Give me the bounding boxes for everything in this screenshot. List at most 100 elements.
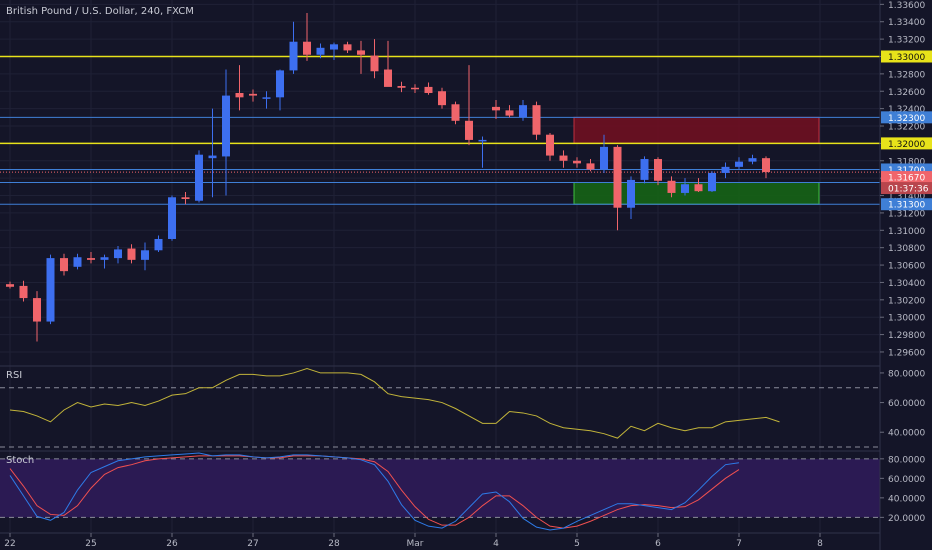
- candle[interactable]: [451, 101, 460, 125]
- candle-body: [451, 104, 460, 121]
- rsi-panel[interactable]: [0, 367, 880, 448]
- stoch-k-line[interactable]: [9, 452, 740, 531]
- candle[interactable]: [694, 178, 703, 193]
- candle[interactable]: [654, 157, 662, 186]
- price-tick-label: 1.32400: [888, 105, 925, 115]
- candle[interactable]: [546, 132, 554, 161]
- stoch-panel[interactable]: [0, 452, 880, 531]
- panel-dividers[interactable]: [0, 365, 932, 534]
- price-tick-label: 1.31200: [888, 209, 925, 219]
- red-zone[interactable]: [573, 116, 820, 144]
- candle-body: [262, 97, 271, 99]
- candle-body: [316, 47, 325, 55]
- candle[interactable]: [46, 254, 55, 325]
- candle[interactable]: [721, 162, 730, 179]
- candle[interactable]: [357, 40, 365, 74]
- candle[interactable]: [586, 159, 595, 172]
- candlestick-series[interactable]: [6, 13, 770, 342]
- candle[interactable]: [195, 150, 203, 203]
- candle[interactable]: [559, 150, 568, 168]
- time-axis[interactable]: 22 25 26 27 28 Mar 4 5 6 7 8: [4, 533, 823, 549]
- candle[interactable]: [384, 40, 392, 87]
- candle[interactable]: [532, 101, 541, 140]
- countdown-tag[interactable]: 01:37:36: [881, 182, 932, 195]
- price-tick-label: 1.33200: [888, 36, 925, 46]
- current-price-tag-bg: [881, 171, 932, 184]
- candle[interactable]: [762, 156, 770, 179]
- candle-body: [73, 257, 82, 267]
- level-tag[interactable]: 1.32000: [881, 137, 932, 150]
- candle-body: [627, 179, 635, 208]
- candle-body: [640, 159, 649, 180]
- level-tag[interactable]: 1.33000: [881, 50, 932, 63]
- candle[interactable]: [289, 21, 298, 74]
- candle[interactable]: [6, 281, 14, 289]
- candle[interactable]: [505, 105, 514, 118]
- candle-body: [19, 285, 28, 299]
- candle[interactable]: [424, 82, 433, 95]
- candle[interactable]: [262, 91, 271, 109]
- candle[interactable]: [222, 69, 230, 196]
- candle[interactable]: [168, 195, 176, 241]
- candle[interactable]: [100, 254, 109, 269]
- candle-body: [276, 70, 284, 98]
- price-tick-label: 1.33600: [888, 1, 925, 11]
- rsi-line[interactable]: [9, 367, 780, 439]
- rsi-tick-label: 40.0000: [888, 429, 925, 439]
- candle[interactable]: [235, 65, 244, 111]
- level-tag-text: 1.32000: [888, 140, 925, 150]
- candle[interactable]: [478, 136, 487, 168]
- candle[interactable]: [154, 235, 163, 253]
- candle[interactable]: [33, 291, 41, 342]
- candle[interactable]: [343, 41, 352, 54]
- candle[interactable]: [627, 176, 635, 219]
- candle[interactable]: [465, 65, 473, 146]
- candle[interactable]: [735, 157, 743, 170]
- candle[interactable]: [519, 99, 527, 121]
- candle[interactable]: [573, 157, 581, 168]
- candle[interactable]: [492, 99, 500, 120]
- candle[interactable]: [276, 69, 284, 111]
- candle[interactable]: [249, 89, 257, 102]
- price-tick-label: 1.31000: [888, 227, 925, 237]
- stoch-band: [0, 458, 880, 518]
- candle-body: [6, 284, 14, 287]
- candle-body: [60, 258, 68, 272]
- candle[interactable]: [397, 81, 406, 93]
- candle[interactable]: [316, 43, 325, 59]
- candle[interactable]: [60, 253, 68, 276]
- candle[interactable]: [708, 171, 716, 193]
- candle[interactable]: [181, 192, 190, 205]
- stoch-d-line[interactable]: [9, 455, 740, 529]
- candle[interactable]: [127, 244, 136, 264]
- time-tick-label: 6: [655, 539, 661, 549]
- candle[interactable]: [640, 156, 649, 184]
- candle[interactable]: [73, 253, 82, 270]
- rsi-panel-title: RSI: [6, 370, 22, 381]
- level-tag[interactable]: 1.32300: [881, 111, 932, 124]
- candle[interactable]: [613, 145, 622, 231]
- candle[interactable]: [667, 176, 676, 198]
- candle[interactable]: [303, 13, 311, 61]
- candle[interactable]: [114, 245, 122, 264]
- level-tag[interactable]: 1.31300: [881, 198, 932, 211]
- candle[interactable]: [141, 242, 149, 271]
- candle-body: [330, 44, 338, 50]
- candle[interactable]: [370, 39, 379, 79]
- candle[interactable]: [681, 178, 689, 196]
- candle[interactable]: [87, 252, 95, 264]
- rsi-tick-label: 80.0000: [888, 369, 925, 379]
- candle[interactable]: [19, 280, 28, 302]
- candle-body: [600, 146, 608, 170]
- candle[interactable]: [330, 42, 338, 60]
- candle[interactable]: [438, 87, 446, 109]
- price-axis[interactable]: 1.33600 1.33400 1.33200 1.33000 1.32800 1.326…: [879, 0, 932, 550]
- current-price-tag[interactable]: 1.31670: [881, 171, 932, 184]
- candle[interactable]: [208, 108, 217, 198]
- candle[interactable]: [748, 154, 757, 165]
- candle[interactable]: [600, 134, 608, 173]
- candle-body: [208, 155, 217, 159]
- candle[interactable]: [411, 84, 419, 93]
- price-tick-label: 1.30800: [888, 244, 925, 254]
- price-tick-label: 1.29800: [888, 331, 925, 341]
